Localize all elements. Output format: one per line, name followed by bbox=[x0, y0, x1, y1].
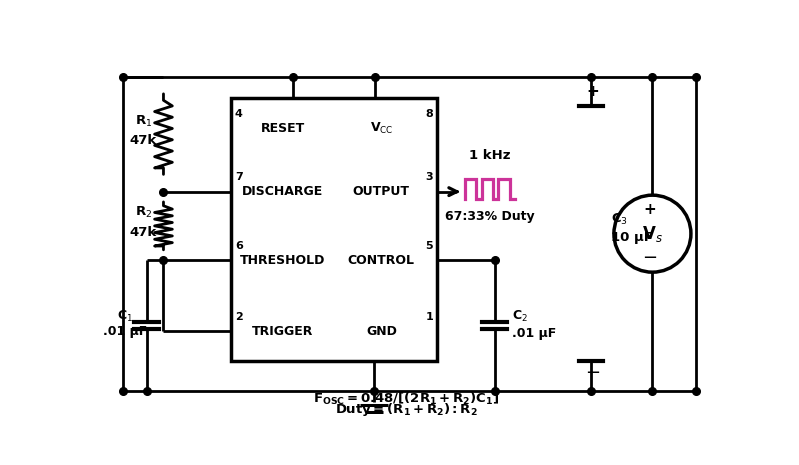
Text: V$_s$: V$_s$ bbox=[642, 224, 663, 244]
Text: 10 μF: 10 μF bbox=[611, 231, 653, 244]
Text: C$_3$: C$_3$ bbox=[611, 212, 628, 227]
Text: V$_{\mathsf{CC}}$: V$_{\mathsf{CC}}$ bbox=[370, 121, 393, 136]
Text: 7: 7 bbox=[235, 173, 243, 182]
Text: −: − bbox=[642, 249, 657, 267]
Text: 3: 3 bbox=[425, 173, 433, 182]
Text: −: − bbox=[586, 364, 601, 382]
Text: 6: 6 bbox=[235, 241, 243, 251]
Text: 2: 2 bbox=[235, 312, 243, 322]
Text: 1 kHz: 1 kHz bbox=[469, 149, 511, 162]
Text: .01 μF: .01 μF bbox=[103, 325, 147, 338]
Text: 5: 5 bbox=[425, 241, 433, 251]
Text: 67:33% Duty: 67:33% Duty bbox=[445, 210, 535, 223]
Text: 47k: 47k bbox=[129, 226, 157, 239]
Text: .01 μF: .01 μF bbox=[511, 326, 556, 339]
Bar bbox=[231, 98, 437, 361]
Text: 47k: 47k bbox=[129, 134, 157, 147]
Text: DISCHARGE: DISCHARGE bbox=[242, 185, 324, 198]
Text: +: + bbox=[643, 201, 656, 217]
Text: C$_2$: C$_2$ bbox=[511, 309, 527, 324]
Text: THRESHOLD: THRESHOLD bbox=[240, 253, 325, 266]
Text: 8: 8 bbox=[425, 109, 433, 119]
Text: GND: GND bbox=[366, 325, 397, 338]
Text: C$_1$: C$_1$ bbox=[117, 309, 133, 324]
Text: R$_2$: R$_2$ bbox=[135, 205, 152, 220]
Text: $\mathbf{Duty = (R_1 + R_2){:}R_2}$: $\mathbf{Duty = (R_1 + R_2){:}R_2}$ bbox=[335, 401, 477, 418]
Text: TRIGGER: TRIGGER bbox=[252, 325, 313, 338]
Text: $\mathbf{F_{OSC} = 0.48/[(2R_1 + R_2)C_1]}$: $\mathbf{F_{OSC} = 0.48/[(2R_1 + R_2)C_1… bbox=[313, 391, 499, 407]
Text: CONTROL: CONTROL bbox=[348, 253, 415, 266]
Text: 1: 1 bbox=[425, 312, 433, 322]
Text: RESET: RESET bbox=[260, 122, 304, 135]
Text: +: + bbox=[586, 85, 599, 100]
Text: R$_1$: R$_1$ bbox=[135, 113, 152, 129]
Text: OUTPUT: OUTPUT bbox=[353, 185, 410, 198]
Text: 4: 4 bbox=[235, 109, 243, 119]
